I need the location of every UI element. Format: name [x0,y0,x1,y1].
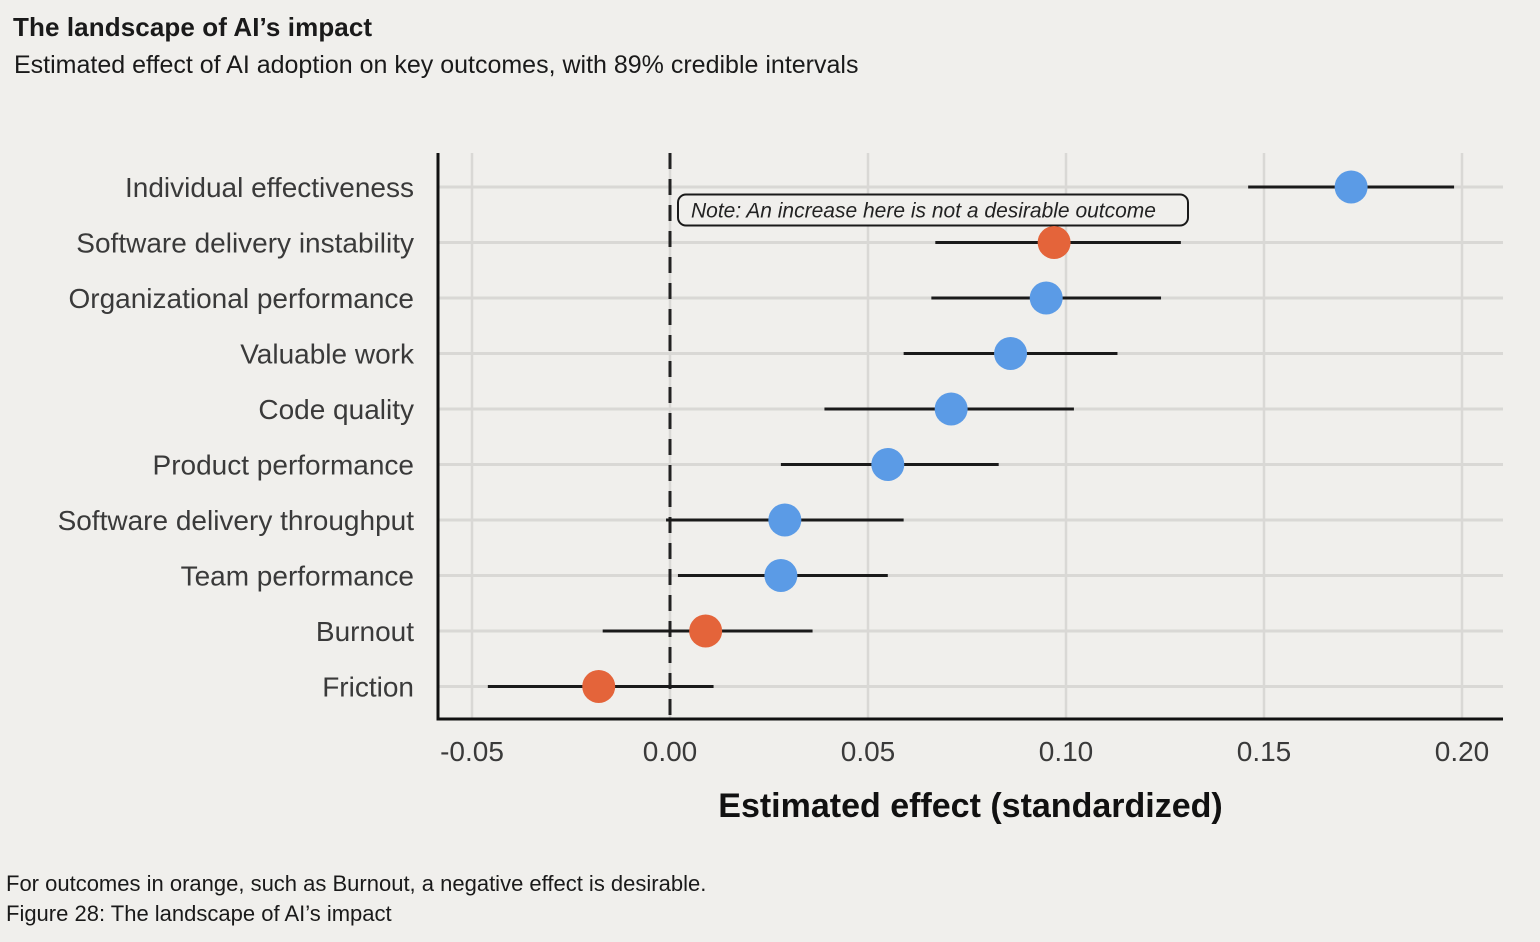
estimate-point [1037,226,1071,259]
annotation-text: Note: An increase here is not a desirabl… [691,200,1156,223]
estimate-point [768,503,802,537]
footnote: For outcomes in orange, such as Burnout,… [6,871,707,896]
figure-caption: Figure 28: The landscape of AI’s impact [6,901,392,926]
category-label: Software delivery instability [76,228,414,259]
chart-subtitle: Estimated effect of AI adoption on key o… [14,51,859,79]
category-label: Code quality [258,394,414,425]
estimate-point [764,559,798,592]
x-tick-label: -0.05 [440,736,504,767]
estimate-point [934,392,968,426]
estimate-point [1029,281,1063,315]
annotation-box [677,193,1189,227]
x-tick-label: 0.05 [841,736,896,767]
category-label: Software delivery throughput [58,505,415,536]
x-tick-label: 0.20 [1435,736,1490,767]
estimate-point [1334,170,1368,204]
chart-title: The landscape of AI’s impact [13,12,373,42]
category-label: Friction [322,672,414,703]
category-label: Organizational performance [68,283,414,314]
estimate-point [871,448,905,481]
category-label: Valuable work [240,339,415,370]
x-axis-title: Estimated effect (standardized) [718,787,1222,825]
forest-plot: Note: An increase here is not a desirabl… [58,153,1503,825]
estimate-point [689,614,723,648]
category-label: Team performance [181,561,414,592]
x-tick-label: 0.15 [1237,736,1292,767]
estimate-point [994,337,1028,370]
category-label: Product performance [153,450,414,481]
x-tick-label: 0.00 [643,736,698,767]
estimate-point [582,670,616,703]
category-label: Burnout [316,616,414,647]
x-tick-label: 0.10 [1039,736,1094,767]
category-label: Individual effectiveness [125,172,414,203]
